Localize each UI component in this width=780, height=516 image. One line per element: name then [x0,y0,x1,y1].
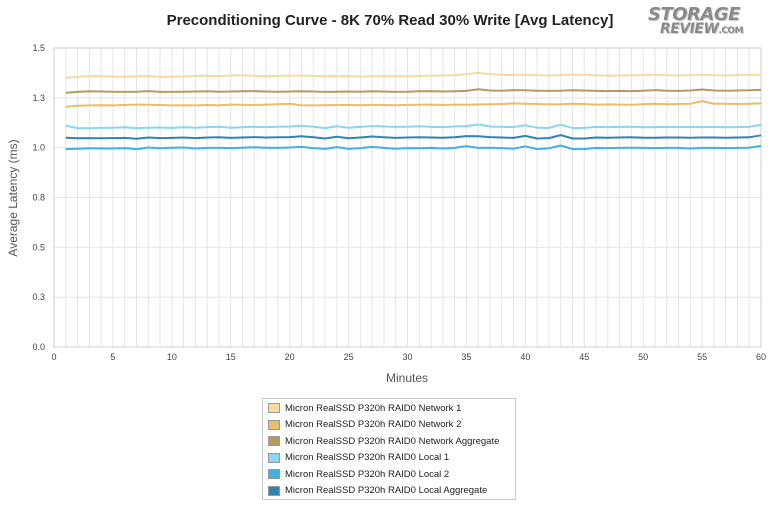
legend-label: Micron RealSSD P320h RAID0 Network 1 [285,402,462,414]
legend-item: Micron RealSSD P320h RAID0 Network 2 [263,417,515,434]
storagereview-logo: STORAGE REVIEW.COM [648,4,744,37]
legend-label: Micron RealSSD P320h RAID0 Network Aggre… [285,435,500,447]
x-tick-label: 55 [697,352,707,362]
series-lines [65,71,762,151]
x-tick-label: 40 [520,352,530,362]
legend-label: Micron RealSSD P320h RAID0 Network 2 [285,419,462,431]
legend-swatch [268,436,280,447]
axes: 0.0 0.3 0.5 0.8 1.0 1.3 1.5 0 5 10 15 20 25 30 35 40 45 5… [32,43,766,362]
x-tick-label: 20 [285,352,295,362]
y-tick-label: 1.3 [32,93,45,103]
x-tick-label: 30 [402,352,412,362]
y-tick-label: 1.0 [32,143,45,153]
legend-label: Micron RealSSD P320h RAID0 Local Aggrega… [285,485,488,497]
series-line-5 [65,144,762,151]
y-tick-label: 0.3 [32,292,45,302]
chart-title: Preconditioning Curve - 8K 70% Read 30% … [166,12,614,29]
legend-swatch [268,469,280,480]
x-tick-label: 10 [167,352,177,362]
legend-item: Micron RealSSD P320h RAID0 Network 1 [263,400,515,417]
x-axis-label: Minutes [386,371,428,385]
x-tick-label: 15 [226,352,236,362]
legend-item: Micron RealSSD P320h RAID0 Local 2 [263,466,515,483]
x-tick-label: 5 [110,352,115,362]
x-tick-label: 0 [51,352,56,362]
legend-label: Micron RealSSD P320h RAID0 Local 1 [285,452,450,464]
legend: Micron RealSSD P320h RAID0 Network 1 Micr… [262,398,516,500]
legend-swatch [268,403,280,414]
legend-item: Micron RealSSD P320h RAID0 Network Aggre… [263,433,515,450]
legend-swatch [268,419,280,430]
x-tick-label: 25 [344,352,354,362]
y-axis-label: Average Latency (ms) [6,139,20,256]
x-tick-label: 50 [638,352,648,362]
series-line-2 [65,100,762,108]
y-tick-label: 1.5 [32,43,45,53]
series-line-6 [65,134,762,140]
x-tick-label: 35 [461,352,471,362]
legend-item: Micron RealSSD P320h RAID0 Local 1 [263,450,515,467]
y-tick-label: 0.5 [32,242,45,252]
plot-area-border [53,47,762,348]
legend-swatch [268,485,280,496]
y-tick-label: 0.0 [32,342,45,352]
y-tick-label: 0.8 [32,193,45,203]
series-line-4 [65,123,762,130]
x-tick-label: 60 [756,352,766,362]
legend-label: Micron RealSSD P320h RAID0 Local 2 [285,468,450,480]
grid [53,47,762,348]
legend-item: Micron RealSSD P320h RAID0 Local Aggrega… [263,483,515,500]
x-tick-label: 45 [579,352,589,362]
series-line-3 [65,88,762,94]
legend-swatch [268,452,280,463]
series-line-1 [65,71,762,79]
